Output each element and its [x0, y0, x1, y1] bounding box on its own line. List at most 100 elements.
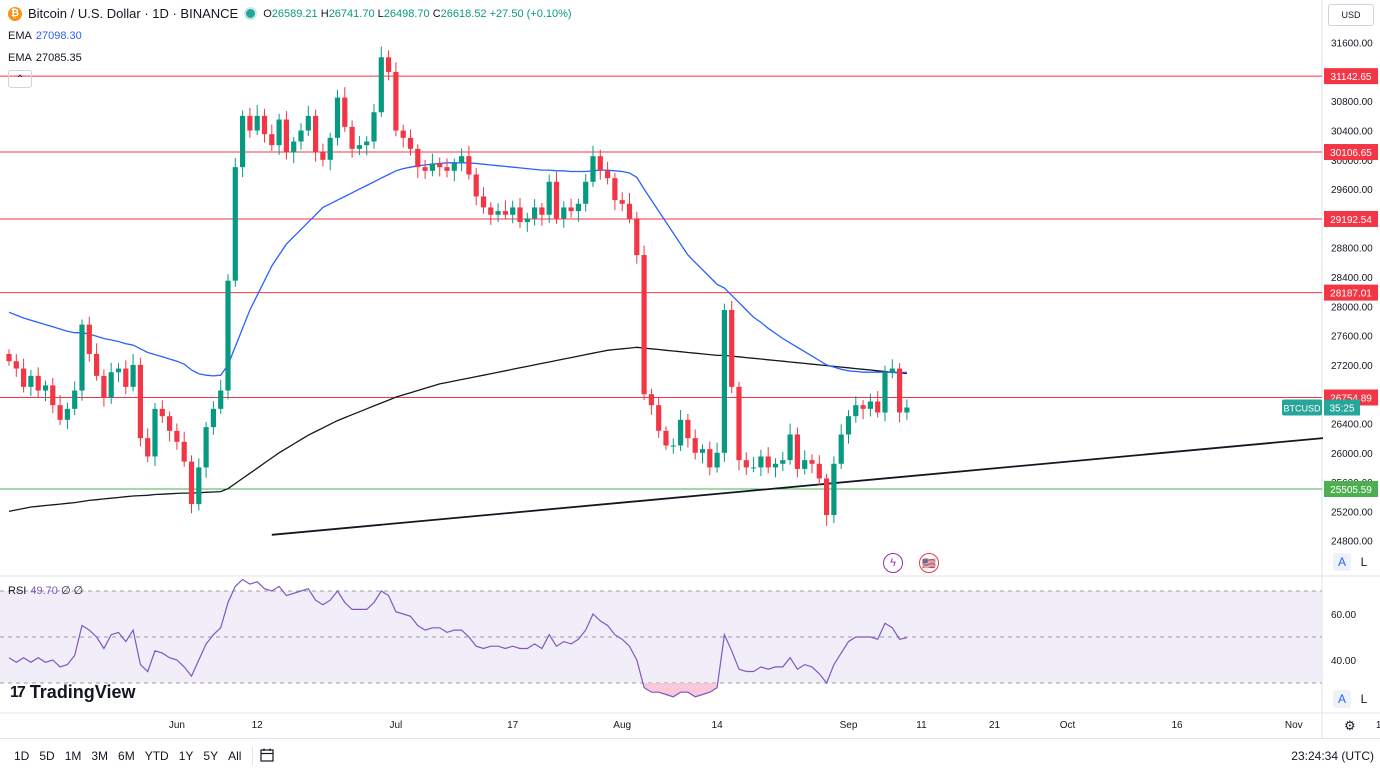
time-axis-label: Jun	[169, 720, 185, 731]
settings-icon[interactable]: ⚙	[1344, 718, 1356, 733]
candle-body	[546, 181, 552, 215]
candle-body	[342, 97, 348, 127]
candle-body	[218, 390, 224, 409]
timeframe-6m[interactable]: 6M	[118, 749, 135, 763]
time-axis-label: 16	[1171, 720, 1183, 731]
candle-body	[736, 386, 742, 461]
price-tick-label: 30400.00	[1331, 127, 1373, 138]
timeframe-ytd[interactable]: YTD	[144, 749, 169, 763]
countdown-label: 35:25	[1329, 403, 1354, 414]
ohlc-values: O26589.21 H26741.70 L26498.70 C26618.52 …	[263, 8, 571, 20]
currency-button[interactable]: USD	[1328, 4, 1374, 26]
utc-clock[interactable]: 23:24:34 (UTC)	[1291, 749, 1374, 763]
candle-body	[181, 441, 187, 462]
candle-body	[232, 167, 238, 281]
timeframe-all[interactable]: All	[228, 749, 242, 763]
candle-body	[590, 156, 596, 182]
candle-body	[371, 112, 377, 142]
candle-body	[714, 452, 720, 468]
candle-body	[897, 368, 903, 413]
candle-body	[539, 207, 545, 215]
symbol-title[interactable]: Bitcoin / U.S. Dollar · 1D · BINANCE	[28, 6, 239, 21]
us-flag-event-icon[interactable]: 🇺🇸	[919, 553, 939, 573]
price-tick-label: 25200.00	[1331, 507, 1373, 518]
rsi-value: 49.70	[30, 585, 58, 597]
ema-legend-2[interactable]: EMA 27085.35	[8, 52, 82, 64]
candle-body	[845, 416, 852, 435]
candle-body	[356, 145, 362, 149]
candle-body	[400, 130, 406, 138]
level-price-label: 28187.01	[1330, 289, 1372, 300]
level-price-label: 25505.59	[1330, 485, 1372, 496]
timeframe-5y[interactable]: 5Y	[203, 749, 219, 763]
candle-body	[824, 478, 830, 516]
ohlc-low-key: L	[377, 7, 384, 20]
candle-body	[568, 207, 574, 212]
candle-body	[670, 445, 676, 447]
candle-body	[13, 361, 19, 369]
ema-value: 27098.30	[35, 30, 82, 42]
ema-blue-line	[8, 162, 907, 377]
symbol-price-tag	[1282, 399, 1322, 416]
candle-body	[699, 449, 706, 453]
collapse-legend-button[interactable]: ⌃	[8, 70, 32, 88]
candle-body	[429, 163, 435, 171]
candle-body	[780, 460, 786, 464]
price-tick-label: 30800.00	[1331, 97, 1373, 108]
candle-body	[167, 416, 173, 431]
price-tick-label: 28400.00	[1331, 273, 1373, 284]
bottom-toolbar: 1D 5D 1M 3M 6M YTD 1Y 5Y All 23:24:34 (U…	[0, 738, 1380, 773]
candle-body	[721, 309, 727, 453]
countdown-tag	[1324, 399, 1360, 416]
level-price-tag	[1324, 284, 1378, 301]
ohlc-high: 26741.70	[328, 7, 375, 20]
rsi-log-scale-button[interactable]: L	[1360, 692, 1368, 706]
log-scale-button[interactable]: L	[1360, 555, 1368, 569]
timeframe-5d[interactable]: 5D	[39, 749, 55, 763]
timeframe-1y[interactable]: 1Y	[178, 749, 194, 763]
candle-body	[685, 419, 691, 439]
price-tick-label: 24800.00	[1331, 537, 1373, 548]
candle-body	[473, 174, 479, 197]
candle-body	[575, 203, 581, 212]
rsi-extra-2: ∅	[73, 585, 84, 597]
level-price-tag	[1324, 68, 1378, 85]
ema-legend-1[interactable]: EMA 27098.30	[8, 30, 82, 42]
symbol-header[interactable]: ₿ Bitcoin / U.S. Dollar · 1D · BINANCE O…	[8, 6, 572, 21]
candle-body	[794, 434, 800, 469]
rsi-line	[8, 578, 908, 698]
timeframe-1d[interactable]: 1D	[14, 749, 30, 763]
timeframe-1m[interactable]: 1M	[64, 749, 82, 763]
rsi-legend[interactable]: RSI 49.70 ∅ ∅	[8, 584, 83, 597]
candle-body	[809, 460, 815, 464]
candle-body	[524, 218, 530, 223]
candle-body	[765, 456, 771, 468]
timeframe-3m[interactable]: 3M	[91, 749, 109, 763]
candle-body	[444, 167, 450, 171]
candle-body	[247, 115, 253, 131]
candle-body	[517, 207, 523, 223]
candle-body	[174, 430, 180, 442]
candle-body	[225, 280, 231, 391]
candle-body	[57, 405, 63, 420]
candle-body	[787, 434, 793, 461]
flash-event-icon[interactable]: ϟ	[883, 553, 903, 573]
price-tick-label: 27600.00	[1331, 332, 1373, 343]
candle-body	[203, 427, 209, 468]
time-axis-label: Nov	[1285, 720, 1303, 731]
candle-body	[853, 405, 859, 417]
price-tick-label: 29600.00	[1331, 185, 1373, 196]
market-status-icon[interactable]	[244, 7, 258, 20]
candle-body	[729, 309, 735, 387]
calendar-icon[interactable]	[259, 747, 275, 766]
ohlc-change: +27.50 (+0.10%)	[489, 7, 572, 20]
tradingview-logo[interactable]: 17 TradingView	[10, 682, 136, 703]
auto-scale-button[interactable]: A	[1333, 553, 1351, 571]
candle-body	[692, 438, 698, 453]
rsi-auto-scale-button[interactable]: A	[1333, 690, 1351, 708]
candle-body	[502, 211, 508, 215]
candle-body	[407, 137, 414, 149]
candle-body	[641, 255, 647, 395]
rsi-extra-1: ∅	[60, 585, 71, 597]
